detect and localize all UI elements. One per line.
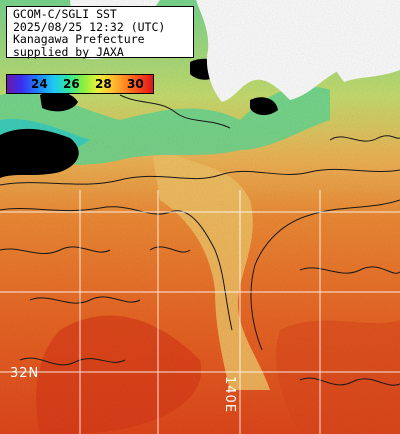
longitude-label: 140E xyxy=(222,376,237,414)
graticule xyxy=(0,190,400,434)
temperature-legend: 24 26 28 30 xyxy=(6,74,154,94)
title-box: GCOM-C/SGLI SST 2025/08/25 12:32 (UTC) K… xyxy=(6,6,194,58)
latitude-label: 32N xyxy=(10,366,40,381)
title-credit: supplied by JAXA xyxy=(13,44,124,59)
legend-label: 26 xyxy=(63,77,80,91)
title-timestamp: 2025/08/25 12:32 (UTC) xyxy=(13,19,166,34)
legend-label: 24 xyxy=(31,77,48,91)
title-region: Kanagawa Prefecture xyxy=(13,32,145,46)
title-sensor: GCOM-C/SGLI SST xyxy=(13,7,117,21)
legend-label: 30 xyxy=(127,77,144,91)
legend-label: 28 xyxy=(95,77,112,91)
